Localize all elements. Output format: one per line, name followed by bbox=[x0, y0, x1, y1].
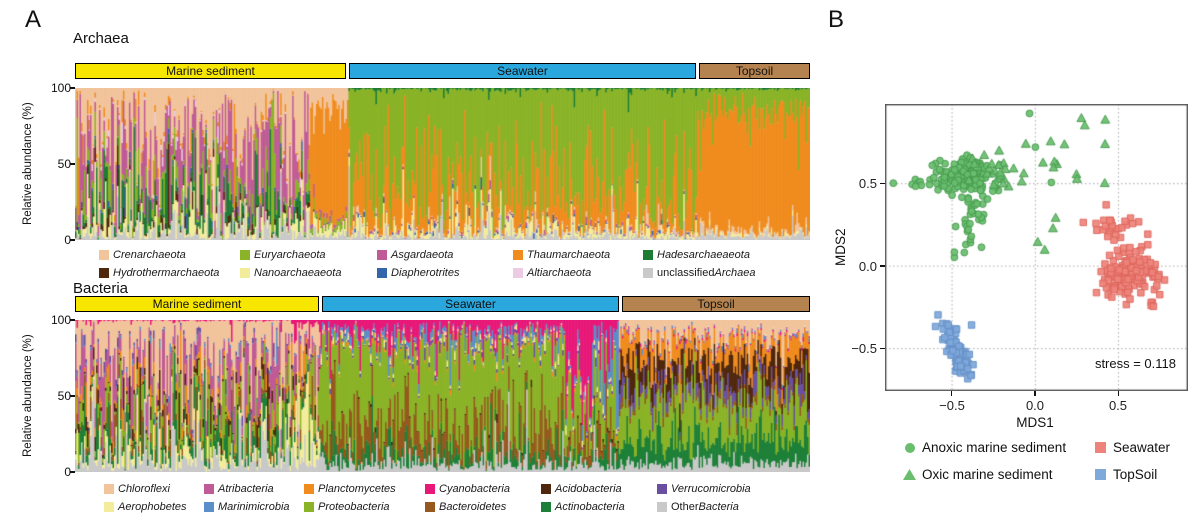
legend-swatch bbox=[304, 502, 314, 512]
stress-annotation: stress = 0.118 bbox=[1094, 356, 1176, 371]
archaea-group-header-marine-sediment: Marine sediment bbox=[75, 63, 346, 79]
legend-item-altiarchaeota: Altiarchaeota bbox=[513, 267, 591, 279]
bacteria-stacked-bar-chart bbox=[75, 320, 810, 472]
bacteria-ytick-100: 100 bbox=[50, 313, 71, 327]
legend-item-bacteroidetes: Bacteroidetes bbox=[425, 501, 506, 513]
legend-item-cyanobacteria: Cyanobacteria bbox=[425, 483, 510, 495]
bacteria-ytick-50: 50 bbox=[57, 389, 71, 403]
legend-swatch bbox=[377, 250, 387, 260]
legend-item-thaumarchaeota: Thaumarchaeota bbox=[513, 249, 610, 261]
mds2-tickmark-neg05 bbox=[880, 347, 885, 349]
legend-swatch bbox=[304, 484, 314, 494]
bacteria-tickmark-100 bbox=[70, 319, 75, 321]
archaea-ytick-100: 100 bbox=[50, 81, 71, 95]
legend-swatch bbox=[643, 268, 653, 278]
archaea-tickmark-0 bbox=[70, 239, 75, 241]
mds1-tick-05: 0.5 bbox=[1108, 398, 1128, 413]
archaea-tickmark-50 bbox=[70, 163, 75, 165]
legend-item-other-bacteria: Other Bacteria bbox=[657, 501, 739, 513]
legend-item-marinimicrobia: Marinimicrobia bbox=[204, 501, 290, 513]
legend-swatch bbox=[425, 502, 435, 512]
archaea-ytick-50: 50 bbox=[57, 157, 71, 171]
mds1-tickmark-05 bbox=[1117, 391, 1119, 396]
legend-swatch bbox=[513, 250, 523, 260]
legend-item-euryarchaeota: Euryarchaeota bbox=[240, 249, 326, 261]
legend-item-proteobacteria: Proteobacteria bbox=[304, 501, 390, 513]
legend-swatch bbox=[643, 250, 653, 260]
legend-marker-seawater bbox=[1095, 442, 1106, 453]
legend-swatch bbox=[541, 484, 551, 494]
legend-swatch bbox=[425, 484, 435, 494]
mds2-tick-neg05: −0.5 bbox=[851, 341, 877, 356]
mds2-tick-05: 0.5 bbox=[858, 176, 877, 191]
mds2-tick-00: 0.0 bbox=[858, 259, 877, 274]
legend-swatch bbox=[204, 502, 214, 512]
legend-item-diapherotrites: Diapherotrites bbox=[377, 267, 459, 279]
legend-item-unclassified-archaea: unclassified Archaea bbox=[643, 267, 755, 279]
legend-swatch bbox=[240, 250, 250, 260]
legend-label-seawater: Seawater bbox=[1113, 440, 1171, 455]
archaea-tickmark-100 bbox=[70, 87, 75, 89]
legend-item-asgardaeota: Asgardaeota bbox=[377, 249, 453, 261]
legend-label-oxic-marine-sediment: Oxic marine sediment bbox=[922, 467, 1053, 482]
legend-item-planctomycetes: Planctomycetes bbox=[304, 483, 396, 495]
legend-item-acidobacteria: Acidobacteria bbox=[541, 483, 622, 495]
legend-item-nanoarchaeaeota: Nanoarchaeaeota bbox=[240, 267, 341, 279]
archaea-y-axis-label: Relative abundance (%) bbox=[22, 102, 34, 226]
legend-swatch bbox=[657, 502, 667, 512]
bacteria-chart-title: Bacteria bbox=[73, 280, 129, 297]
legend-item-actinobacteria: Actinobacteria bbox=[541, 501, 625, 513]
legend-item-crenarchaeota: Crenarchaeota bbox=[99, 249, 186, 261]
panel-b-label: B bbox=[828, 6, 845, 33]
archaea-group-header-topsoil: Topsoil bbox=[699, 63, 810, 79]
legend-swatch bbox=[657, 484, 667, 494]
legend-marker-anoxic-marine-sediment bbox=[905, 443, 915, 453]
mds1-tick-neg05: −0.5 bbox=[939, 398, 965, 413]
panel-a-label: A bbox=[25, 6, 42, 33]
mds1-tickmark-00 bbox=[1034, 391, 1036, 396]
legend-item-aerophobetes: Aerophobetes bbox=[104, 501, 187, 513]
bacteria-ytick-0: 0 bbox=[64, 465, 71, 479]
mds1-axis-label: MDS1 bbox=[1016, 415, 1054, 430]
bacteria-group-header-seawater: Seawater bbox=[322, 296, 619, 312]
archaea-stacked-bar-chart bbox=[75, 88, 810, 240]
archaea-group-header-seawater: Seawater bbox=[349, 63, 696, 79]
legend-swatch bbox=[99, 268, 109, 278]
legend-swatch bbox=[104, 502, 114, 512]
legend-item-verrucomicrobia: Verrucomicrobia bbox=[657, 483, 751, 495]
mds2-tickmark-05 bbox=[880, 182, 885, 184]
legend-swatch bbox=[240, 268, 250, 278]
archaea-chart-title: Archaea bbox=[73, 30, 129, 47]
bacteria-tickmark-0 bbox=[70, 471, 75, 473]
mds2-tickmark-00 bbox=[880, 265, 885, 267]
legend-marker-oxic-marine-sediment bbox=[903, 469, 916, 480]
legend-swatch bbox=[99, 250, 109, 260]
mds1-tickmark-neg05 bbox=[951, 391, 953, 396]
bacteria-group-header-topsoil: Topsoil bbox=[622, 296, 810, 312]
legend-label-topsoil: TopSoil bbox=[1113, 467, 1158, 482]
legend-item-atribacteria: Atribacteria bbox=[204, 483, 274, 495]
bacteria-tickmark-50 bbox=[70, 395, 75, 397]
mds1-tick-00: 0.0 bbox=[1025, 398, 1045, 413]
legend-item-hydrothermarchaeota: Hydrothermarchaeota bbox=[99, 267, 219, 279]
nmds-scatter-plot bbox=[885, 104, 1188, 391]
legend-marker-topsoil bbox=[1095, 469, 1106, 480]
legend-swatch bbox=[513, 268, 523, 278]
legend-swatch bbox=[541, 502, 551, 512]
legend-swatch bbox=[104, 484, 114, 494]
legend-swatch bbox=[204, 484, 214, 494]
legend-label-anoxic-marine-sediment: Anoxic marine sediment bbox=[922, 440, 1067, 455]
archaea-ytick-0: 0 bbox=[64, 233, 71, 247]
legend-swatch bbox=[377, 268, 387, 278]
bacteria-y-axis-label: Relative abundance (%) bbox=[22, 334, 34, 458]
legend-item-chloroflexi: Chloroflexi bbox=[104, 483, 170, 495]
legend-item-hadesarchaeaeota: Hadesarchaeaeota bbox=[643, 249, 750, 261]
bacteria-group-header-marine-sediment: Marine sediment bbox=[75, 296, 319, 312]
